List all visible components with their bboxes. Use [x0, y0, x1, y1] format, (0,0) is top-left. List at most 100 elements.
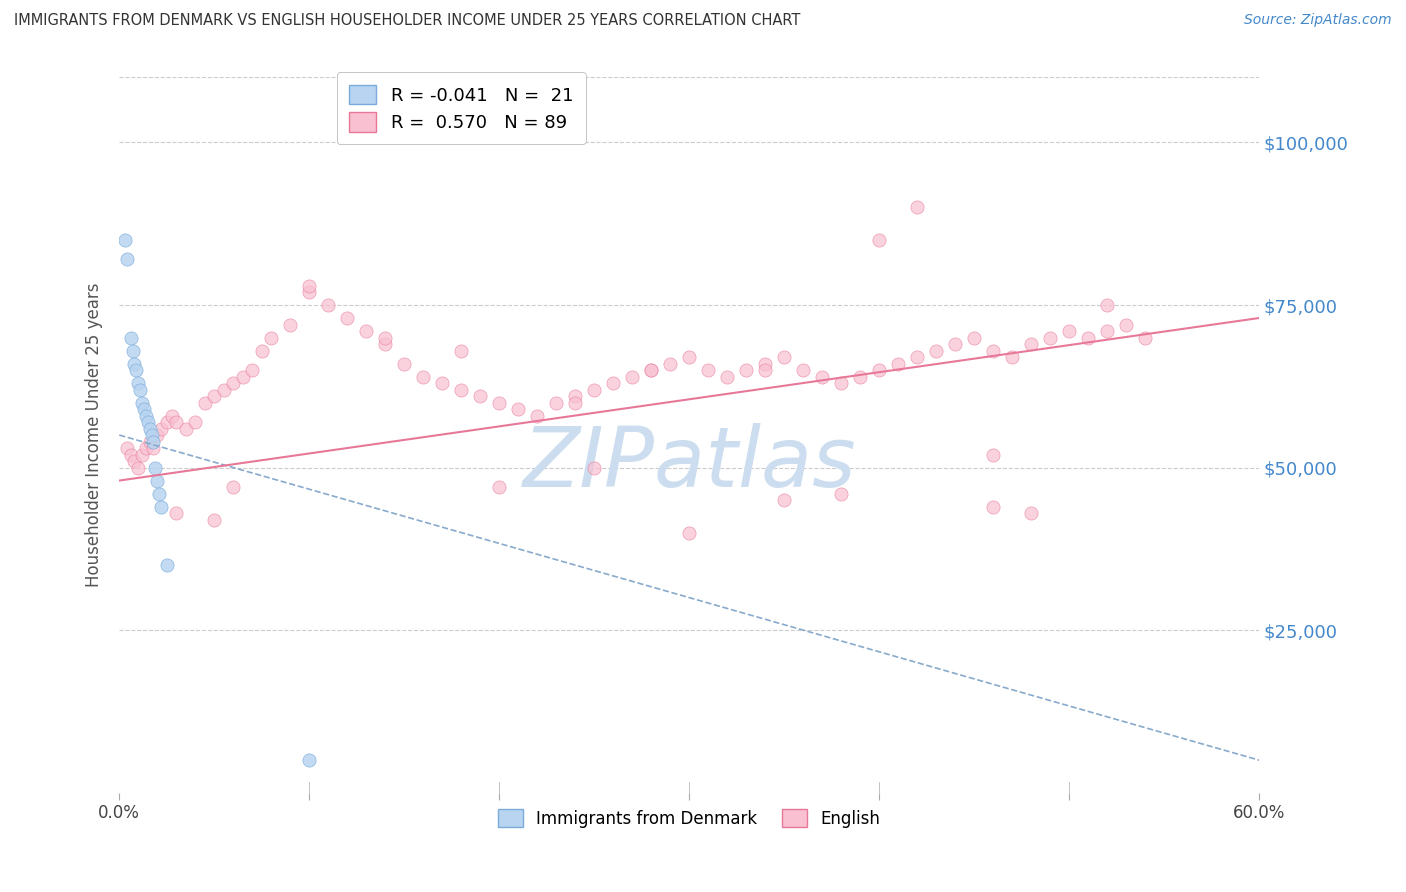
Point — [125, 363, 148, 377]
Point — [222, 480, 245, 494]
Point — [146, 428, 169, 442]
Point — [278, 318, 301, 332]
Point — [564, 389, 586, 403]
Point — [165, 415, 187, 429]
Point — [120, 330, 142, 344]
Point — [981, 500, 1004, 514]
Point — [142, 441, 165, 455]
Point — [564, 395, 586, 409]
Point — [150, 421, 173, 435]
Point — [450, 343, 472, 358]
Point — [162, 409, 184, 423]
Point — [583, 460, 606, 475]
Point — [260, 330, 283, 344]
Point — [222, 376, 245, 390]
Point — [412, 369, 434, 384]
Point — [136, 415, 159, 429]
Point — [131, 395, 153, 409]
Point — [583, 383, 606, 397]
Point — [773, 493, 796, 508]
Point — [678, 350, 700, 364]
Point — [1057, 324, 1080, 338]
Point — [868, 233, 890, 247]
Point — [488, 395, 510, 409]
Point — [165, 506, 187, 520]
Point — [212, 383, 235, 397]
Point — [640, 363, 662, 377]
Point — [754, 363, 776, 377]
Point — [142, 434, 165, 449]
Point — [697, 363, 720, 377]
Point — [336, 311, 359, 326]
Text: IMMIGRANTS FROM DENMARK VS ENGLISH HOUSEHOLDER INCOME UNDER 25 YEARS CORRELATION: IMMIGRANTS FROM DENMARK VS ENGLISH HOUSE… — [14, 13, 800, 29]
Point — [508, 402, 530, 417]
Point — [792, 363, 814, 377]
Point — [298, 278, 321, 293]
Point — [1039, 330, 1062, 344]
Point — [124, 454, 146, 468]
Point — [640, 363, 662, 377]
Point — [202, 389, 225, 403]
Point — [773, 350, 796, 364]
Point — [716, 369, 738, 384]
Point — [120, 448, 142, 462]
Point — [298, 285, 321, 299]
Point — [678, 525, 700, 540]
Point — [526, 409, 548, 423]
Point — [132, 402, 155, 417]
Point — [488, 480, 510, 494]
Point — [981, 343, 1004, 358]
Point — [250, 343, 273, 358]
Point — [145, 460, 167, 475]
Point — [849, 369, 872, 384]
Point — [1133, 330, 1156, 344]
Point — [138, 434, 160, 449]
Point — [194, 395, 217, 409]
Point — [202, 512, 225, 526]
Point — [981, 448, 1004, 462]
Point — [1115, 318, 1137, 332]
Point — [135, 409, 157, 423]
Point — [394, 357, 416, 371]
Point — [316, 298, 339, 312]
Point — [129, 383, 152, 397]
Point — [156, 415, 179, 429]
Point — [174, 421, 197, 435]
Point — [432, 376, 454, 390]
Point — [1077, 330, 1099, 344]
Point — [135, 441, 157, 455]
Point — [905, 350, 928, 364]
Point — [114, 233, 136, 247]
Point — [621, 369, 644, 384]
Point — [963, 330, 986, 344]
Point — [1095, 324, 1118, 338]
Point — [374, 330, 396, 344]
Point — [546, 395, 568, 409]
Point — [124, 357, 146, 371]
Point — [127, 460, 149, 475]
Point — [450, 383, 472, 397]
Point — [868, 363, 890, 377]
Point — [735, 363, 758, 377]
Point — [830, 486, 852, 500]
Point — [470, 389, 492, 403]
Point — [127, 376, 149, 390]
Point — [925, 343, 948, 358]
Point — [184, 415, 207, 429]
Point — [754, 357, 776, 371]
Point — [1095, 298, 1118, 312]
Point — [811, 369, 834, 384]
Point — [354, 324, 377, 338]
Legend: Immigrants from Denmark, English: Immigrants from Denmark, English — [491, 803, 887, 834]
Point — [148, 486, 170, 500]
Point — [240, 363, 263, 377]
Point — [115, 441, 138, 455]
Point — [150, 500, 173, 514]
Point — [1019, 506, 1042, 520]
Point — [146, 474, 169, 488]
Point — [905, 201, 928, 215]
Y-axis label: Householder Income Under 25 years: Householder Income Under 25 years — [86, 283, 103, 587]
Point — [115, 252, 138, 267]
Point — [830, 376, 852, 390]
Point — [374, 337, 396, 351]
